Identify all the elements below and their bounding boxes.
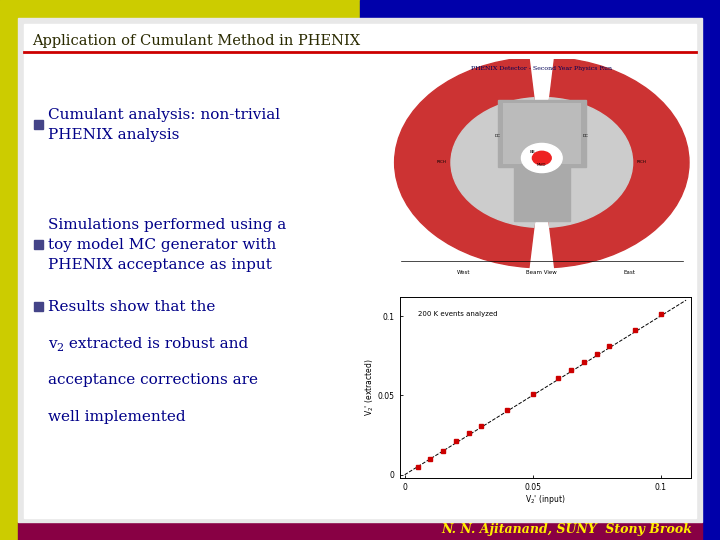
Text: extracted is robust and: extracted is robust and	[64, 337, 248, 351]
Wedge shape	[541, 98, 633, 227]
Text: N. N. Ajitanand, SUNY  Stony Brook: N. N. Ajitanand, SUNY Stony Brook	[441, 523, 692, 536]
Bar	[513, 163, 570, 221]
Text: BB: BB	[529, 151, 535, 154]
Text: MVD: MVD	[537, 163, 546, 167]
Text: DC: DC	[495, 133, 501, 138]
Text: RICH: RICH	[637, 160, 647, 165]
Text: Beam View: Beam View	[526, 270, 557, 275]
Bar	[360, 0, 702, 18]
Bar	[18, 0, 360, 18]
Text: DC: DC	[582, 133, 589, 138]
Bar	[0, 0, 18, 540]
Text: well implemented: well implemented	[48, 410, 186, 424]
Bar	[34, 240, 43, 249]
Text: Cumulant analysis: non-trivial
PHENIX analysis: Cumulant analysis: non-trivial PHENIX an…	[48, 108, 280, 142]
Y-axis label: V$_2$' (extracted): V$_2$' (extracted)	[364, 359, 377, 416]
Bar	[18, 522, 702, 540]
Text: Application of Cumulant Method in PHENIX: Application of Cumulant Method in PHENIX	[32, 34, 360, 48]
Text: RICH: RICH	[436, 160, 446, 165]
Text: acceptance corrections are: acceptance corrections are	[48, 373, 258, 387]
Text: East: East	[624, 270, 636, 275]
Text: 200 K events analyzed: 200 K events analyzed	[418, 311, 497, 318]
X-axis label: V$_2$' (input): V$_2$' (input)	[525, 493, 566, 506]
Text: West: West	[456, 270, 470, 275]
Wedge shape	[541, 58, 689, 267]
Text: PHENIX Detector - Second Year Physics Run: PHENIX Detector - Second Year Physics Ru…	[472, 66, 612, 71]
Text: Results show that the: Results show that the	[48, 300, 215, 314]
Bar	[34, 302, 43, 311]
Text: Simulations performed using a
toy model MC generator with
PHENIX acceptance as i: Simulations performed using a toy model …	[48, 218, 287, 272]
Wedge shape	[451, 98, 541, 227]
Bar	[34, 120, 43, 129]
Bar	[498, 100, 585, 167]
Wedge shape	[395, 58, 541, 267]
Circle shape	[521, 144, 562, 173]
Text: 2: 2	[56, 343, 63, 353]
Text: v: v	[48, 337, 57, 351]
Circle shape	[532, 151, 552, 165]
Bar	[503, 103, 581, 164]
Bar	[702, 0, 720, 540]
